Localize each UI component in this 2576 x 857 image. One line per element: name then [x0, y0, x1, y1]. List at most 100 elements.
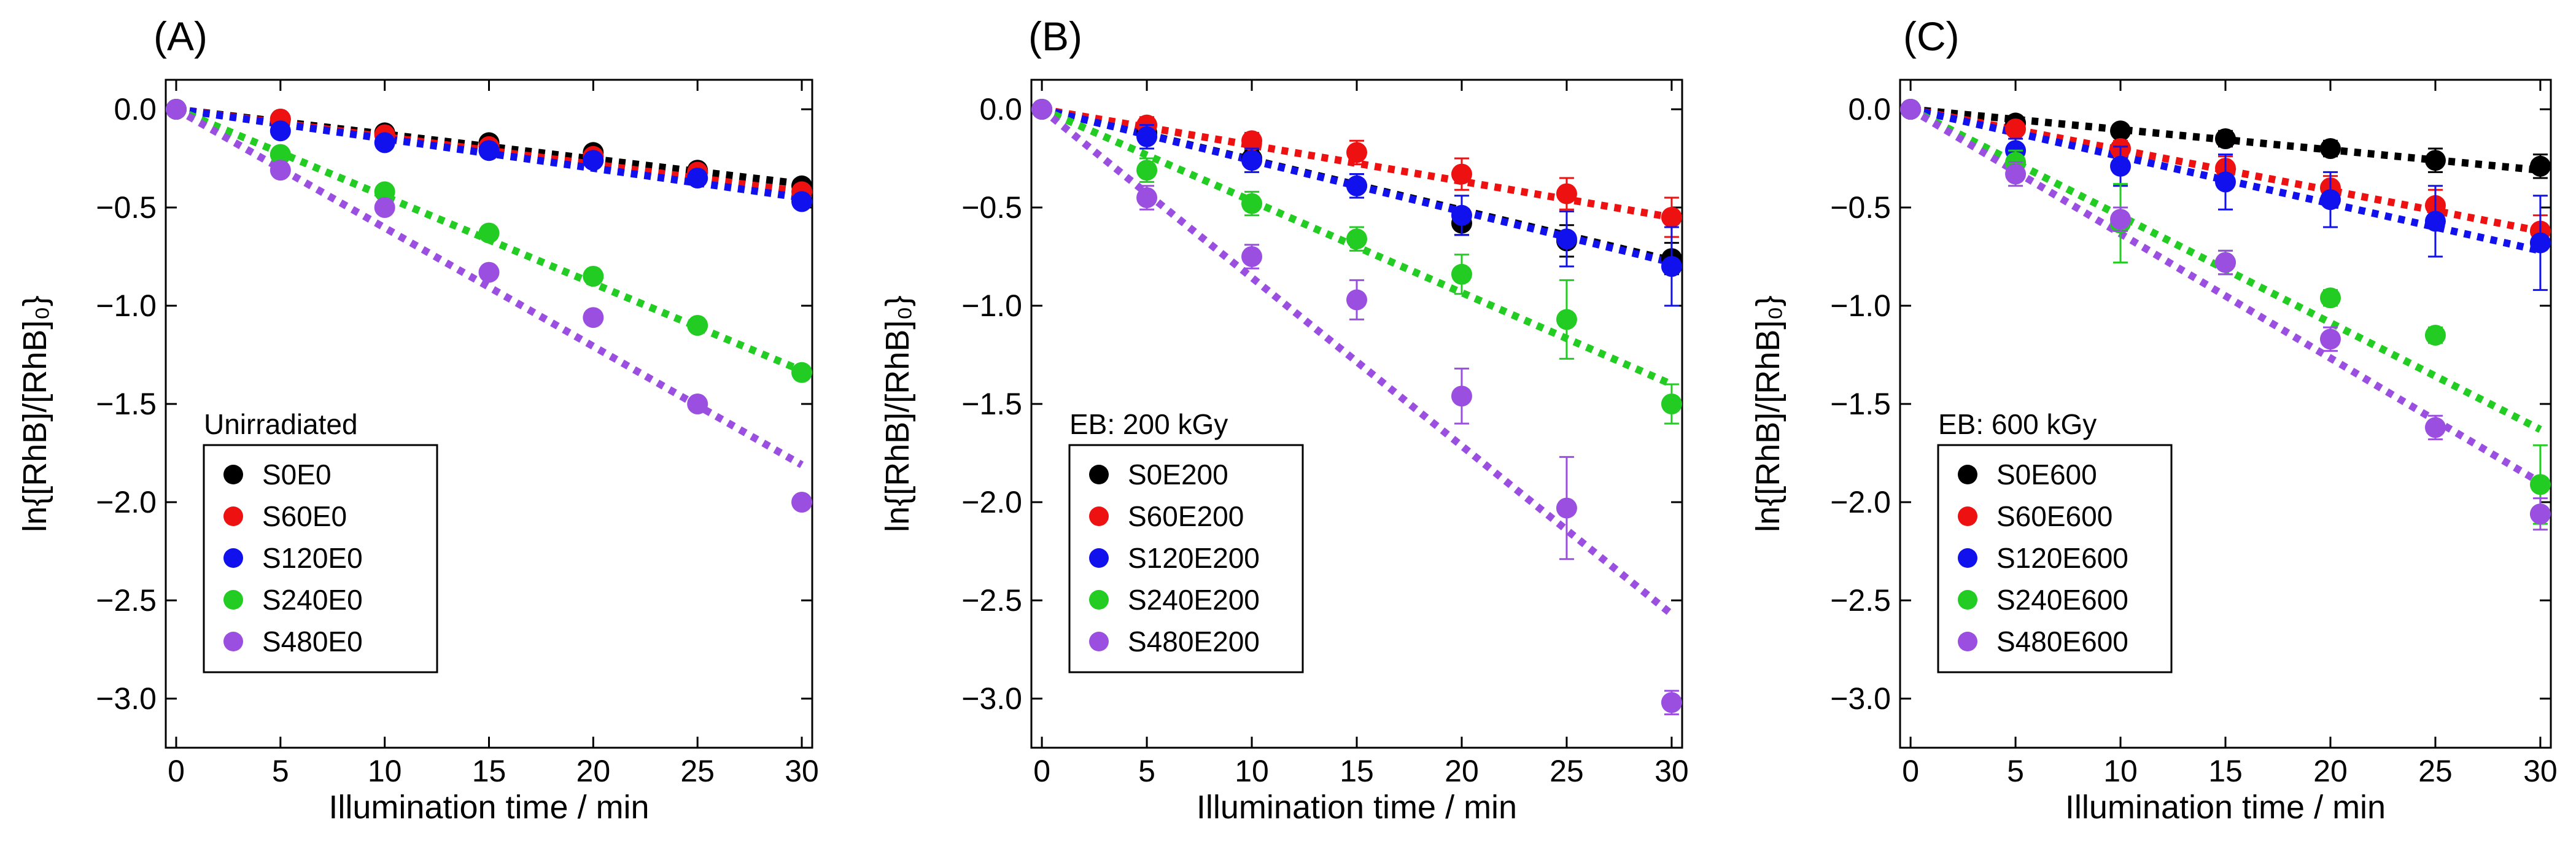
legend-entry-S120E0: S120E0 [262, 542, 363, 574]
data-point-S120E200 [1451, 204, 1472, 226]
data-point-S480E0 [687, 394, 708, 414]
data-point-S240E200 [1136, 160, 1158, 181]
legend-marker-S0E600 [1958, 465, 1977, 484]
data-point-S480E0 [270, 160, 291, 181]
x-tick-label: 0 [168, 754, 185, 788]
data-point-S60E200 [1451, 163, 1472, 185]
y-tick-label: −2.0 [96, 485, 157, 519]
y-tick-label: −2.0 [961, 485, 1022, 519]
y-tick-label: −3.0 [961, 681, 1022, 716]
data-point-S60E200 [1346, 142, 1367, 163]
y-axis-label: ln{[RhB]/[RhB]₀} [17, 295, 53, 532]
data-point-S240E200 [1451, 263, 1472, 285]
data-point-S60E200 [1556, 183, 1577, 204]
x-tick-label: 5 [272, 754, 289, 788]
x-axis-label: Illumination time / min [328, 789, 649, 826]
panel-a: (A) 0 5 10 15 20 25 30 0.0 −0.5 −1.0 −1.5 −2.0 −2.5 −3… [17, 14, 819, 826]
y-tick-label: −2.5 [1830, 583, 1891, 618]
data-point-S0E600 [2424, 150, 2446, 171]
x-tick-label: 15 [1340, 754, 1374, 788]
data-point-S480E200 [1136, 187, 1158, 208]
legend-marker-S120E0 [223, 548, 243, 568]
data-point-S60E200 [1241, 130, 1263, 152]
data-point-S120E600 [2215, 171, 2236, 193]
legend-entry-S120E600: S120E600 [1996, 542, 2128, 574]
data-point-S480E0 [583, 307, 604, 328]
legend-marker-S480E0 [223, 632, 243, 651]
x-axis-label: Illumination time / min [1197, 789, 1517, 826]
x-tick-label: 30 [2523, 754, 2558, 788]
legend-marker-S240E200 [1089, 590, 1109, 610]
panel-label: (A) [153, 14, 208, 59]
data-point-S0E600 [2529, 155, 2551, 177]
data-point-S480E0 [478, 262, 500, 283]
data-point-S0E600 [2319, 138, 2341, 159]
y-tick-label: −1.0 [1830, 289, 1891, 323]
data-point-S480E200 [1661, 692, 1682, 713]
legend-marker-S0E0 [223, 465, 243, 484]
legend-entry-S0E600: S0E600 [1996, 459, 2097, 491]
data-point-S480E600 [2424, 417, 2446, 438]
legend-entry-S240E200: S240E200 [1128, 584, 1260, 616]
legend-entry-S60E200: S60E200 [1128, 500, 1244, 532]
y-tick-label: −0.5 [96, 190, 157, 225]
data-point-S120E0 [583, 150, 604, 171]
y-tick-label: −2.5 [961, 583, 1022, 618]
data-point-S480E200 [1556, 497, 1577, 519]
x-tick-label: 5 [2007, 754, 2024, 788]
data-point-S240E600 [2424, 325, 2446, 346]
data-point-S480E600 [2005, 163, 2027, 185]
legend-entry-S240E0: S240E0 [262, 584, 363, 616]
data-point-S120E200 [1556, 228, 1577, 250]
data-point-S120E0 [791, 191, 813, 212]
data-point-S480E0 [165, 99, 187, 120]
data-point-S0E600 [2215, 128, 2236, 149]
legend-marker-S120E200 [1089, 548, 1109, 568]
legend-entry-S60E0: S60E0 [262, 500, 347, 532]
legend-marker-S240E0 [223, 590, 243, 610]
data-point-S240E0 [687, 315, 708, 336]
data-point-S240E600 [2529, 474, 2551, 495]
data-point-S120E0 [478, 140, 500, 161]
data-point-S480E600 [2110, 209, 2132, 230]
x-tick-label: 20 [2313, 754, 2348, 788]
legend-marker-S120E600 [1958, 548, 1977, 568]
legend-marker-S60E0 [223, 506, 243, 526]
y-tick-label: −0.5 [1830, 190, 1891, 225]
data-point-S480E600 [1900, 99, 1922, 120]
x-tick-label: 0 [1033, 754, 1050, 788]
x-tick-label: 30 [1655, 754, 1689, 788]
data-point-S480E200 [1031, 99, 1053, 120]
data-point-S240E0 [583, 266, 604, 287]
data-point-S120E200 [1346, 175, 1367, 196]
data-point-S240E200 [1556, 309, 1577, 330]
x-tick-label: 25 [1550, 754, 1584, 788]
y-tick-label: 0.0 [114, 92, 157, 126]
x-tick-label: 20 [576, 754, 611, 788]
legend-title: Unirradiated [204, 408, 358, 440]
legend-marker-S60E200 [1089, 506, 1109, 526]
x-tick-label: 20 [1445, 754, 1479, 788]
data-point-S240E0 [791, 362, 813, 383]
y-tick-label: −1.0 [961, 289, 1022, 323]
x-tick-label: 25 [680, 754, 715, 788]
data-point-S480E0 [374, 197, 395, 218]
y-tick-label: −2.0 [1830, 485, 1891, 519]
data-point-S120E200 [1661, 256, 1682, 277]
x-tick-label: 15 [472, 754, 506, 788]
y-tick-label: 0.0 [979, 92, 1022, 126]
data-point-S240E200 [1661, 394, 1682, 414]
legend-entry-S120E200: S120E200 [1128, 542, 1260, 574]
legend-entry-S480E200: S480E200 [1128, 626, 1260, 657]
data-point-S480E600 [2215, 252, 2236, 273]
panel-label: (B) [1028, 14, 1082, 59]
legend-entry-S60E600: S60E600 [1996, 500, 2112, 532]
legend-marker-S480E600 [1958, 632, 1977, 651]
x-tick-label: 0 [1902, 754, 1919, 788]
data-point-S0E600 [2110, 120, 2132, 142]
y-axis-label: ln{[RhB]/[RhB]₀} [879, 295, 916, 532]
data-point-S480E0 [791, 492, 813, 513]
data-point-S120E600 [2529, 232, 2551, 254]
x-tick-label: 10 [2103, 754, 2138, 788]
